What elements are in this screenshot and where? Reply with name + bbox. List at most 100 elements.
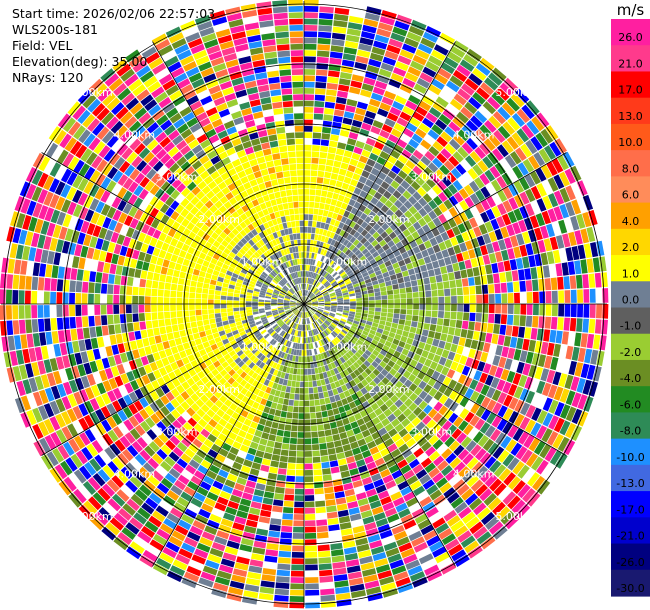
range-gate	[305, 283, 308, 290]
range-gate	[176, 458, 188, 469]
range-gate	[361, 379, 369, 387]
range-gate	[73, 159, 85, 174]
range-gate	[486, 274, 494, 284]
range-gate	[299, 343, 302, 350]
range-gate	[367, 202, 375, 211]
range-gate	[320, 346, 326, 353]
range-gate	[347, 22, 363, 31]
range-gate	[229, 339, 237, 346]
range-gate	[186, 222, 195, 231]
range-gate	[283, 346, 288, 353]
range-gate	[318, 301, 325, 304]
range-gate	[408, 402, 418, 412]
range-gate	[304, 151, 312, 157]
range-gate	[278, 310, 285, 314]
range-gate	[367, 397, 376, 406]
range-gate	[196, 257, 204, 265]
range-gate	[234, 516, 247, 525]
range-gate	[547, 342, 555, 356]
range-gate	[276, 569, 290, 577]
range-gate	[287, 463, 296, 470]
range-gate	[425, 112, 438, 124]
range-gate	[323, 294, 330, 298]
range-gate	[444, 256, 452, 266]
range-gate	[313, 314, 319, 319]
range-gate	[394, 299, 401, 304]
range-gate	[270, 346, 276, 353]
range-gate	[457, 483, 470, 496]
range-gate	[187, 354, 196, 362]
range-gate	[394, 95, 407, 105]
range-gate	[165, 402, 175, 413]
range-gate	[201, 304, 208, 310]
range-gate	[314, 266, 318, 273]
range-gate	[324, 321, 330, 326]
range-gate	[443, 487, 456, 499]
range-gate	[408, 268, 415, 276]
range-gate	[429, 237, 438, 247]
range-gate	[313, 348, 318, 355]
range-gate	[312, 305, 318, 308]
range-gate	[313, 462, 322, 470]
range-gate	[478, 106, 492, 119]
range-gate	[75, 293, 82, 304]
range-gate	[442, 221, 452, 231]
range-gate	[99, 450, 112, 464]
range-gate	[465, 516, 480, 530]
range-gate	[160, 405, 170, 417]
range-gate	[360, 333, 368, 340]
range-gate	[551, 158, 564, 174]
range-gate	[330, 362, 337, 369]
range-gate	[487, 152, 499, 165]
range-gate	[507, 117, 521, 131]
range-gate	[170, 507, 184, 519]
range-gate	[398, 195, 408, 204]
range-gate	[334, 7, 350, 15]
range-gate	[304, 100, 314, 107]
range-gate	[352, 480, 363, 488]
range-gate	[202, 341, 210, 349]
range-gate	[265, 386, 272, 394]
range-gate	[320, 316, 326, 321]
range-gate	[323, 322, 329, 328]
range-gate	[158, 350, 167, 359]
range-gate	[345, 170, 354, 179]
range-gate	[312, 214, 318, 221]
range-gate	[369, 98, 381, 108]
range-gate	[343, 111, 355, 119]
range-gate	[294, 393, 300, 400]
range-gate	[353, 283, 360, 288]
range-gate	[240, 465, 251, 474]
range-gate	[270, 375, 277, 382]
range-gate	[337, 343, 343, 350]
range-gate	[335, 586, 350, 594]
range-gate	[373, 478, 385, 488]
range-gate	[285, 295, 291, 299]
range-gate	[342, 292, 349, 296]
range-gate	[330, 134, 339, 142]
range-gate	[462, 172, 474, 184]
range-gate	[447, 51, 462, 64]
range-gate	[237, 275, 245, 281]
range-gate	[276, 318, 282, 324]
range-gate	[323, 391, 329, 398]
range-gate	[464, 101, 478, 115]
range-gate	[81, 293, 88, 304]
range-gate	[64, 228, 74, 242]
range-gate	[247, 377, 255, 385]
range-gate	[387, 252, 395, 260]
range-gate	[204, 346, 213, 354]
range-gate	[468, 96, 482, 110]
range-gate	[279, 311, 285, 315]
range-gate	[305, 301, 312, 304]
range-gate	[341, 253, 347, 261]
range-gate	[222, 484, 234, 494]
range-gate	[134, 269, 142, 278]
range-gate	[374, 357, 382, 365]
range-gate	[369, 329, 376, 336]
range-gate	[437, 373, 446, 383]
range-gate	[301, 305, 304, 312]
range-gate	[170, 311, 177, 318]
range-gate	[138, 251, 146, 261]
range-gate	[441, 448, 453, 460]
